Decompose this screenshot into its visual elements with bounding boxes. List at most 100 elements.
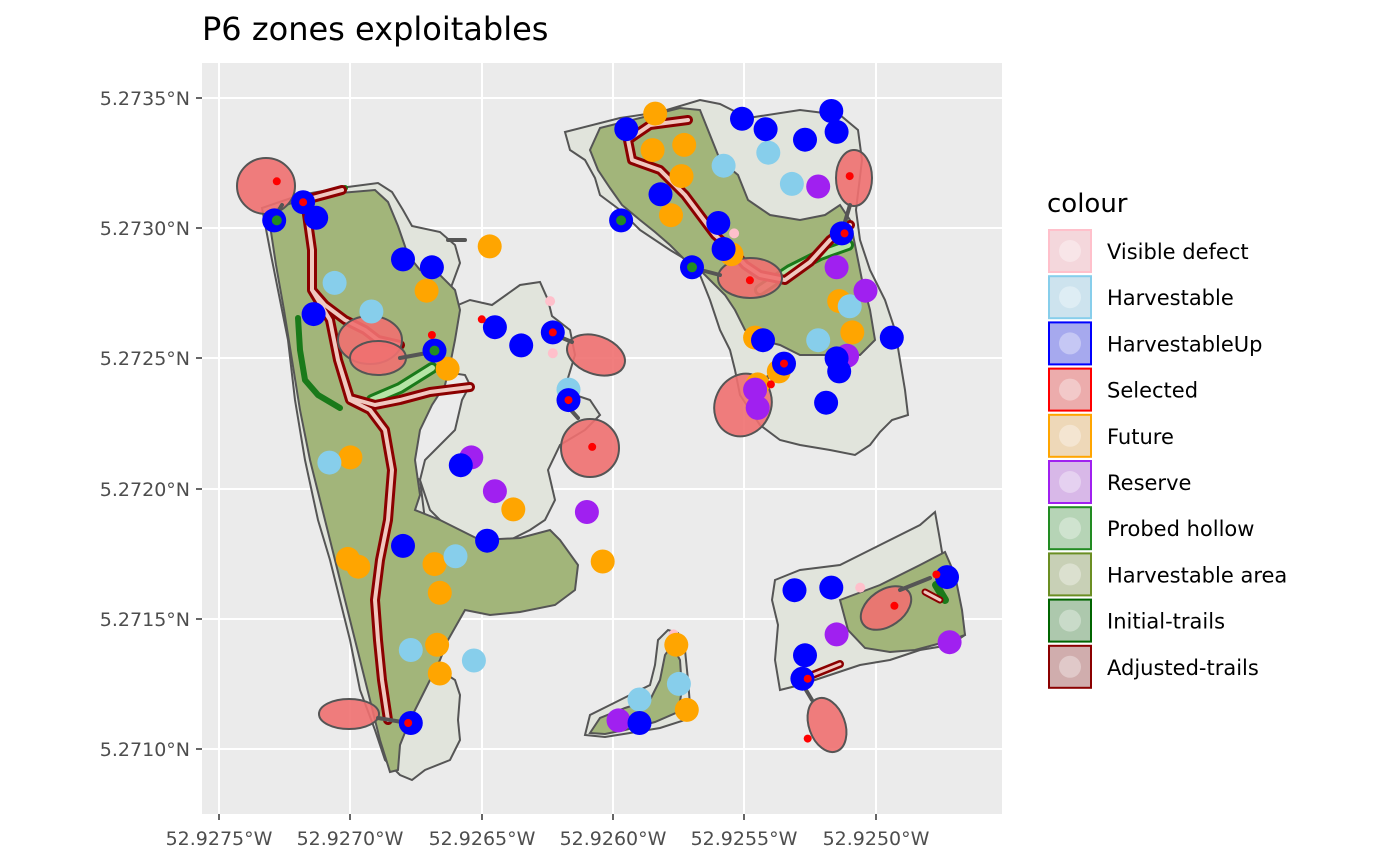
future-point-15: [640, 138, 665, 163]
harvestable-up-point-31: [879, 325, 904, 350]
future-point-9: [477, 234, 502, 259]
legend-label-1: Harvestable: [1107, 286, 1234, 310]
axis-ticks: [196, 97, 877, 820]
future-point-24: [840, 320, 865, 345]
legend-label-8: Initial-trails: [1107, 610, 1225, 634]
selected-point-10: [745, 276, 754, 285]
harvestable-up-point-29: [827, 359, 852, 384]
harvestable-up-point-35: [790, 666, 815, 691]
legend-label-5: Reserve: [1107, 471, 1191, 495]
future-point-16: [672, 132, 697, 157]
reserve-point-5: [806, 174, 831, 199]
initial-trail-br: [932, 581, 949, 604]
legend-key-dot-0: [1059, 240, 1081, 262]
selected-point-1: [299, 198, 308, 207]
selected-point-7: [477, 315, 486, 324]
x-tick-label-3: 52.9265°W: [429, 828, 536, 850]
harvestable-up-point-30: [814, 390, 839, 415]
selected-point-11: [766, 380, 775, 389]
future-point-18: [669, 164, 694, 189]
visible-defect-point-2: [729, 228, 740, 239]
reserve-point-2: [574, 500, 599, 524]
harvestable-up-point-22: [793, 127, 817, 152]
harvestable-up-point-5: [419, 255, 444, 280]
harvestable-point-3: [398, 638, 423, 662]
legend-key-0: [1048, 229, 1092, 273]
future-point-6: [427, 580, 452, 605]
x-tick-label-6: 52.9250°W: [823, 828, 930, 850]
legend-key-dot-9: [1059, 655, 1081, 678]
harvestable-up-point-18: [706, 211, 731, 235]
legend: Visible defect Harvestable HarvestableUp Se…: [1048, 229, 1287, 689]
harvestable-point-5: [443, 544, 468, 569]
future-point-8: [427, 661, 452, 686]
future-point-17: [659, 203, 683, 228]
legend-label-4: Future: [1107, 425, 1174, 449]
legend-label-9: Adjusted-trails: [1107, 656, 1259, 680]
legend-key-dot-6: [1059, 517, 1081, 540]
harvestable-up-point-4: [391, 247, 415, 272]
probed-hollow-point-3: [687, 262, 697, 273]
legend-key-dot-1: [1059, 286, 1081, 309]
selected-point-13: [803, 674, 812, 683]
felling-ellipse-11: [806, 696, 848, 754]
legend-key-2: [1048, 321, 1092, 366]
adjusted-trail-top-inner: [626, 118, 852, 282]
harvestable-up-point-11: [475, 528, 500, 553]
harvestable-point-9: [779, 171, 804, 196]
felling-ellipse-9: [835, 149, 873, 207]
harvestable-up-point-38: [935, 565, 959, 590]
visible-defect-point-0: [545, 296, 556, 307]
reserve-point-3: [743, 377, 768, 402]
harvestable-point-2: [317, 450, 342, 475]
future-point-2: [346, 554, 371, 579]
legend-label-0: Visible defect: [1107, 240, 1249, 264]
future-point-7: [425, 632, 450, 657]
future-point-11: [590, 549, 615, 574]
harvestable-point-4: [461, 648, 486, 673]
selected-point-6: [404, 719, 413, 727]
selected-point-15: [803, 734, 812, 743]
reserve-point-7: [853, 278, 878, 303]
x-tick-label-2: 52.9270°W: [297, 828, 404, 850]
y-tick-label-4: 5.2720°N: [100, 479, 190, 501]
initial-trail-left-inner: [369, 365, 435, 403]
legend-key-1: [1048, 275, 1092, 320]
felling-link-9: [898, 576, 932, 592]
legend-key-7: [1048, 552, 1092, 597]
harvestable-up-point-10: [448, 453, 473, 478]
harvestable-up-point-6: [482, 315, 507, 340]
x-tick-label-4: 52.9260°W: [560, 828, 667, 850]
probed-hollow-point-1: [429, 345, 440, 356]
y-tick-label-1: 5.2735°N: [100, 88, 190, 110]
harvestable-up-point-19: [711, 237, 736, 261]
selected-point-9: [845, 172, 854, 181]
harvestable-up-point-15: [614, 117, 639, 142]
harvestable-point-13: [666, 671, 691, 696]
future-point-3: [414, 278, 439, 303]
selected-point-14: [890, 601, 899, 610]
future-point-4: [435, 356, 460, 381]
future-point-5: [422, 552, 447, 577]
selected-point-8: [840, 229, 849, 238]
harvestable-up-point-32: [782, 578, 807, 603]
harvestable-up-point-34: [793, 643, 817, 668]
x-tick-label-5: 52.9255°W: [691, 828, 798, 850]
legend-key-dot-3: [1059, 378, 1081, 401]
felling-ellipse-3: [349, 340, 407, 376]
reserve-point-10: [937, 630, 962, 655]
legend-key-dot-5: [1059, 471, 1081, 493]
future-point-13: [674, 697, 699, 722]
chart-title: P6 zones exploitables: [202, 10, 548, 48]
legend-label-6: Probed hollow: [1107, 517, 1254, 541]
y-tick-label-6: 5.2710°N: [100, 739, 190, 761]
y-tick-label-5: 5.2715°N: [100, 609, 190, 631]
legend-key-dot-4: [1059, 424, 1081, 447]
felling-ellipse-10: [859, 585, 913, 631]
harvestable-point-11: [806, 328, 831, 353]
reserve-point-9: [824, 622, 849, 647]
harvestable-up-point-20: [730, 106, 754, 131]
initial-trail-left2: [295, 315, 343, 411]
selected-point-5: [588, 442, 597, 451]
